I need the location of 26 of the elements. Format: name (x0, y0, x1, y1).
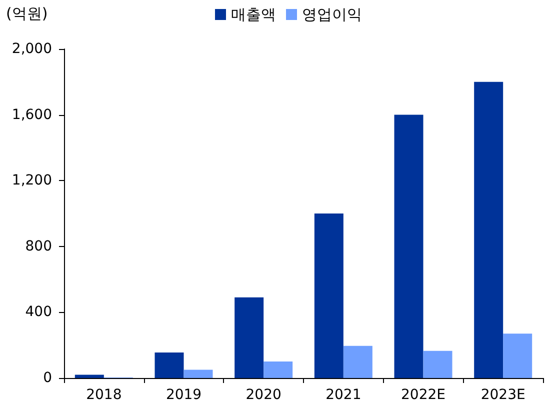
y-tick-label: 400 (25, 304, 52, 320)
bar (74, 374, 104, 378)
bar (314, 214, 344, 378)
bar (264, 362, 293, 378)
bar (394, 114, 424, 378)
x-tick-label: 2021 (326, 387, 362, 403)
x-tick-label: 2023E (480, 387, 526, 403)
x-tick-label: 2020 (246, 387, 282, 403)
y-tick-label: 800 (25, 238, 52, 254)
bar (184, 370, 213, 378)
y-tick-label: 2,000 (12, 41, 52, 57)
x-tick-label: 2018 (86, 387, 122, 403)
bar (423, 350, 452, 378)
y-tick-label: 0 (43, 370, 52, 386)
bar (343, 346, 372, 378)
bar (474, 82, 504, 378)
y-tick-label: 1,200 (12, 172, 52, 189)
legend-label: 영업이익 (302, 6, 362, 24)
bar (503, 334, 532, 378)
x-tick-label: 2022E (401, 387, 446, 403)
legend-label: 매출액 (231, 6, 276, 24)
y-axis-title: (억원) (6, 4, 48, 22)
y-tick-label: 1,600 (12, 106, 52, 123)
x-tick-label: 2019 (166, 387, 202, 403)
bar (154, 352, 184, 378)
bar (234, 297, 264, 378)
